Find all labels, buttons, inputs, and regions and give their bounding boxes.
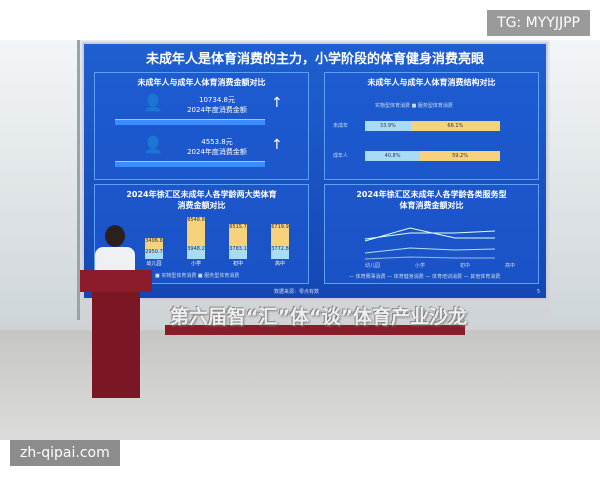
series-line <box>364 256 495 260</box>
adult-amount: 4553.8元 2024年度消费金额 <box>187 138 247 156</box>
bar-service: 6515.7 <box>229 224 247 247</box>
podium-sign <box>80 270 152 292</box>
panel-service-lines: 2024年徐汇区未成年人各学龄各类服务型体育消费金额对比 幼儿园 小学 初中 高中 —… <box>324 184 539 284</box>
panel-structure: 未成年人与成年人体育消费结构对比 实物型体育消费 ■ 服务型体育消费 未成年 3… <box>324 72 539 180</box>
platform <box>115 161 265 167</box>
structure-bar: 40.8% 59.2% <box>365 151 500 161</box>
slide-title: 未成年人是体育消费的主力，小学阶段的体育健身消费亮眼 <box>145 52 484 67</box>
bar-service: 8548.8 <box>187 216 205 246</box>
bar-service: 6719.9 <box>271 223 289 247</box>
arrow-up-icon: ↑ <box>271 137 283 153</box>
line-chart <box>364 227 496 260</box>
legend: ■ 实物型体育消费 ■ 服务型体育消费 <box>155 273 240 279</box>
person-icon: 👤 <box>143 135 163 154</box>
person-icon: 👤 <box>143 93 163 112</box>
legend: — 体育赛事消费 — 体育健身消费 — 体育培训消费 — 其他体育消费 <box>349 274 501 280</box>
panel-amount: 未成年人与成年人体育消费金额对比 👤 10734.8元 2024年度消费金额 ↑ … <box>94 72 309 180</box>
panel-title: 2024年徐汇区未成年人各学龄两大类体育消费金额对比 <box>126 190 277 210</box>
category-label: 小学 <box>190 261 201 267</box>
bar-chart: 3406.8 2950.7 幼儿园 8548.8 3948.2 小学 6515.7 3783.… <box>135 209 289 267</box>
category-label: 幼儿园 <box>146 261 162 267</box>
panel-title: 2024年徐汇区未成年人各学龄各类服务型体育消费金额对比 <box>356 190 507 210</box>
row-label: 成年人 <box>333 153 349 159</box>
slogan-sign: 第六届智“汇”体“谈”体育产业沙龙 <box>170 306 467 328</box>
series-line <box>364 247 496 254</box>
panel-title: 未成年人与成年人体育消费结构对比 <box>367 78 496 87</box>
structure-bar: 33.9% 66.1% <box>365 121 500 131</box>
floor <box>0 330 600 440</box>
arrow-up-icon: ↑ <box>271 95 283 111</box>
panel-title: 未成年人与成年人体育消费金额对比 <box>137 78 266 87</box>
bar-stack: 8548.8 3948.2 小学 <box>187 216 205 267</box>
row-label: 未成年 <box>333 123 349 129</box>
legend: 实物型体育消费 ■ 服务型体育消费 <box>375 103 453 109</box>
category-label: 初中 <box>232 261 243 267</box>
window-left <box>0 40 80 320</box>
bar-physical: 2950.7 <box>145 249 163 259</box>
watermark-site: zh-qipai.com <box>10 440 120 466</box>
bar-stack: 6719.9 3772.8 高中 <box>271 223 289 267</box>
podium <box>92 280 140 398</box>
photo: 未成年人是体育消费的主力，小学阶段的体育健身消费亮眼 未成年人与成年人体育消费金… <box>0 40 600 440</box>
platform <box>115 119 265 125</box>
presentation-screen: 未成年人是体育消费的主力，小学阶段的体育健身消费亮眼 未成年人与成年人体育消费金… <box>82 42 548 300</box>
bar-stack: 6515.7 3783.1 初中 <box>229 224 247 267</box>
watermark-tg: TG: MYYJJPP <box>487 10 590 36</box>
bar-service: 3406.8 <box>145 237 163 250</box>
stage-edge <box>165 325 465 335</box>
window-right <box>550 40 600 320</box>
x-axis: 幼儿园 小学 初中 高中 <box>365 263 515 269</box>
page-number: 5 <box>536 289 540 295</box>
category-label: 高中 <box>274 261 285 267</box>
bar-physical: 3948.2 <box>187 245 205 259</box>
series-line <box>364 230 496 240</box>
minor-amount: 10734.8元 2024年度消费金额 <box>187 96 247 114</box>
series-line <box>364 227 495 242</box>
bar-physical: 3783.1 <box>229 246 247 259</box>
bar-physical: 3772.8 <box>271 246 289 259</box>
data-source: 数据来源：零点有数 <box>274 289 320 295</box>
bar-stack: 3406.8 2950.7 幼儿园 <box>145 237 163 267</box>
